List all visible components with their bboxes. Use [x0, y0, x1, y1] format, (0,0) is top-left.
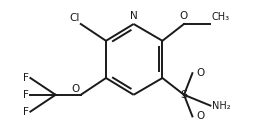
- Text: F: F: [23, 73, 29, 83]
- Text: N: N: [130, 11, 137, 21]
- Text: F: F: [23, 107, 29, 117]
- Text: CH₃: CH₃: [212, 12, 230, 22]
- Text: NH₂: NH₂: [212, 101, 230, 111]
- Text: O: O: [196, 68, 204, 78]
- Text: Cl: Cl: [69, 13, 80, 23]
- Text: O: O: [180, 11, 188, 21]
- Text: F: F: [23, 90, 29, 100]
- Text: O: O: [196, 111, 204, 121]
- Text: O: O: [71, 84, 80, 94]
- Text: S: S: [180, 90, 187, 100]
